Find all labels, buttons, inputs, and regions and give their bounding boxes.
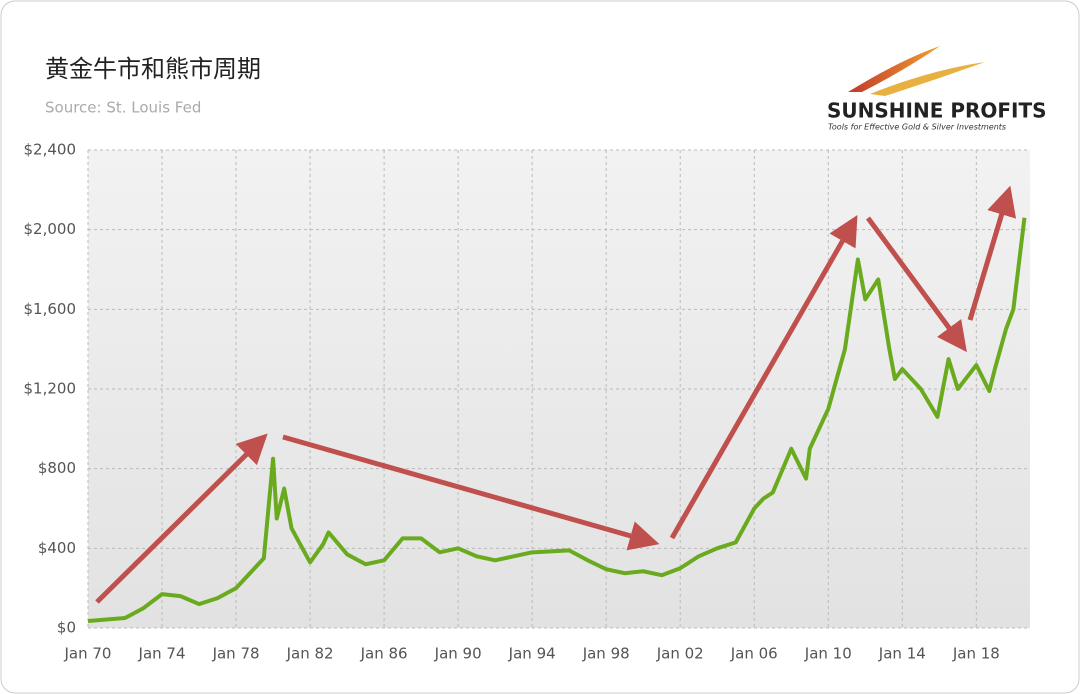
logo-swoosh [870,62,985,96]
arrow [95,433,268,604]
y-tick-label: $1,600 [24,300,77,318]
trend-arrows [95,185,1017,604]
x-tick-label: Jan 74 [138,645,186,663]
arrow [865,216,967,353]
x-tick-label: Jan 06 [730,645,778,663]
arrow [282,434,660,551]
subtitle: Source: St. Louis Fed [45,99,201,117]
price-line [87,217,1027,624]
x-tick-label: Jan 14 [878,645,926,663]
y-tick-label: $0 [57,619,76,637]
y-tick-label: $2,400 [24,141,77,159]
x-tick-label: Jan 98 [582,645,630,663]
x-tick-label: Jan 94 [508,645,556,663]
logo: SUNSHINE PROFITS [827,99,1047,123]
y-tick-label: $2,000 [24,220,77,238]
x-tick-label: Jan 10 [804,645,852,663]
x-tick-label: Jan 78 [212,645,260,663]
x-tick-label: Jan 86 [360,645,408,663]
logo-tagline: Tools for Effective Gold & Silver Invest… [828,123,1006,132]
x-tick-label: Jan 02 [656,645,704,663]
y-tick-label: $400 [38,539,76,557]
y-tick-label: $800 [38,459,76,477]
chart-title: 黄金牛市和熊市周期 [45,55,261,83]
x-tick-label: Jan 70 [64,645,112,663]
arrow [967,185,1017,321]
lines [87,217,1027,624]
x-tick-label: Jan 82 [286,645,334,663]
x-tick-label: Jan 18 [952,645,1000,663]
logo-swoosh [848,46,940,92]
arrow [669,214,858,540]
x-tick-label: Jan 90 [434,645,482,663]
y-tick-label: $1,200 [24,380,77,398]
